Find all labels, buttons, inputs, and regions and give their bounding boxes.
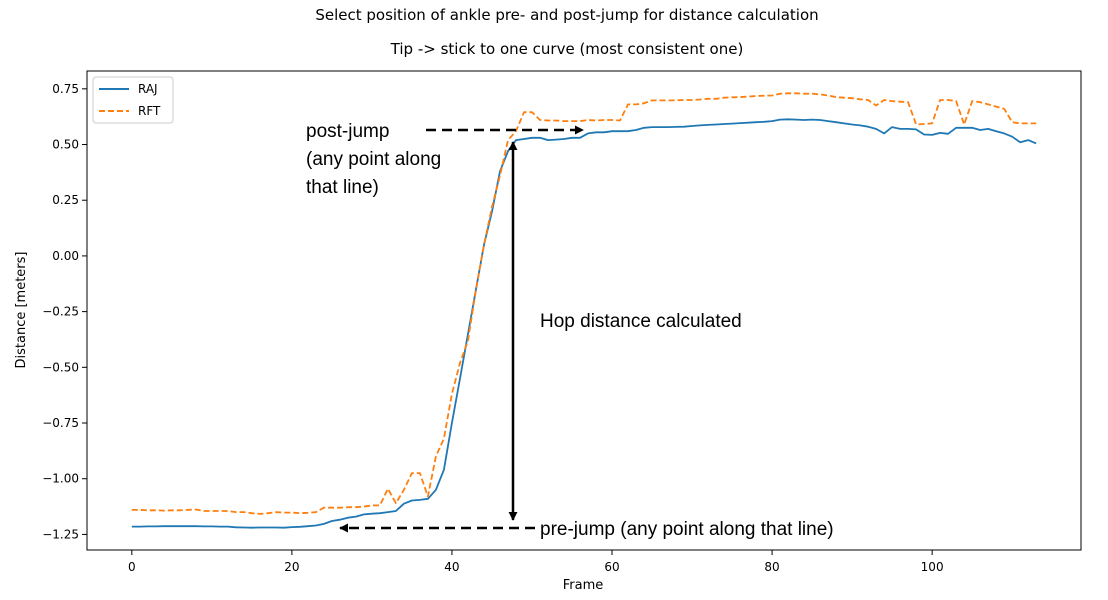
x-tick-label: 20: [284, 560, 299, 574]
annotations: post-jump (any point along that line) Ho…: [306, 121, 834, 540]
series-line-raj: [131, 118, 1037, 529]
y-tick-label: −1.00: [42, 472, 79, 486]
series-line-rft: [131, 92, 1037, 515]
legend-box: [92, 76, 174, 124]
legend: RAJ RFT: [92, 76, 174, 124]
x-axis: 0 20 40 60 80 100: [128, 550, 944, 574]
x-tick-label: 60: [604, 560, 619, 574]
post-jump-label-line-1: post-jump: [306, 121, 389, 142]
hop-distance-label: Hop distance calculated: [540, 311, 742, 332]
legend-label-raj: RAJ: [138, 82, 158, 96]
chart-title: Select position of ankle pre- and post-j…: [315, 6, 818, 24]
pre-jump-label: pre-jump (any point along that line): [540, 519, 834, 540]
post-jump-label-line-2: (any point along: [306, 149, 441, 170]
series-layer: [131, 92, 1037, 529]
y-tick-label: −0.75: [42, 416, 79, 430]
chart-subtitle: Tip -> stick to one curve (most consiste…: [390, 40, 744, 58]
x-tick-label: 80: [764, 560, 779, 574]
y-tick-label: −0.50: [42, 360, 79, 374]
y-axis: −1.25 −1.00 −0.75 −0.50 −0.25 0.00 0.25 0.50 0.7…: [42, 82, 87, 541]
y-tick-label: 0.25: [52, 193, 79, 207]
y-axis-label: Distance [meters]: [14, 252, 29, 369]
x-tick-label: 40: [444, 560, 459, 574]
x-tick-label: 100: [921, 560, 944, 574]
x-tick-label: 0: [128, 560, 136, 574]
y-tick-label: 0.50: [52, 138, 79, 152]
y-tick-label: 0.00: [52, 249, 79, 263]
y-tick-label: 0.75: [52, 82, 79, 96]
post-jump-label-line-3: that line): [306, 177, 379, 198]
plot-area: [86, 70, 1082, 551]
y-tick-label: −1.25: [42, 527, 79, 541]
y-tick-label: −0.25: [42, 305, 79, 319]
x-axis-label: Frame: [563, 578, 604, 593]
legend-label-rft: RFT: [138, 104, 161, 118]
